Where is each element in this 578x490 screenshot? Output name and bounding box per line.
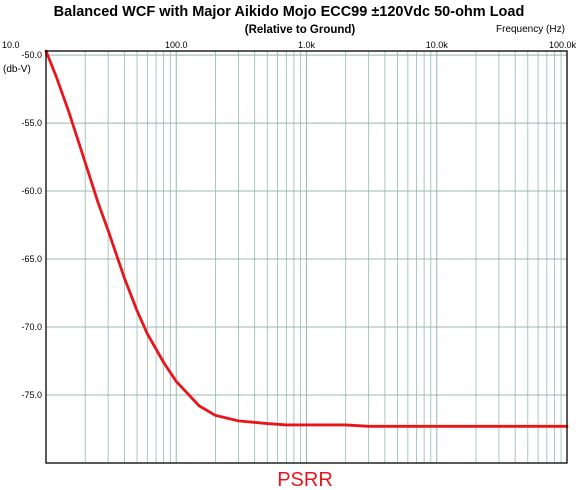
x-tick-label: 1.0k xyxy=(298,40,316,50)
y-tick-label: -70.0 xyxy=(21,322,42,332)
chart-subtitle: (Relative to Ground) xyxy=(245,24,356,36)
y-tick-label: -75.0 xyxy=(21,390,42,400)
chart-title: Balanced WCF with Major Aikido Mojo ECC9… xyxy=(54,4,525,20)
grid xyxy=(46,51,567,463)
series-line-psrr xyxy=(44,49,569,428)
x-axis-label: Frequency (Hz) xyxy=(496,24,565,35)
y-tick-label: -50.0 xyxy=(21,50,42,60)
y-tick-label: -65.0 xyxy=(21,254,42,264)
y-tick-labels: -50.0 -55.0 -60.0 -65.0 -70.0 -75.0 xyxy=(21,50,42,400)
series-layer xyxy=(44,49,569,428)
x-tick-label: 100.0 xyxy=(165,40,188,50)
y-axis-label: (db-V) xyxy=(3,64,31,75)
x-tick-labels: 10.0 100.0 1.0k 10.0k 100.0k xyxy=(2,40,576,50)
x-tick-label: 10.0 xyxy=(2,40,20,50)
x-tick-label: 100.0k xyxy=(549,40,577,50)
x-tick-label: 10.0k xyxy=(426,40,449,50)
legend-psrr: PSRR xyxy=(277,469,333,490)
y-tick-label: -55.0 xyxy=(21,118,42,128)
y-tick-label: -60.0 xyxy=(21,186,42,196)
plot-frame xyxy=(45,50,568,464)
